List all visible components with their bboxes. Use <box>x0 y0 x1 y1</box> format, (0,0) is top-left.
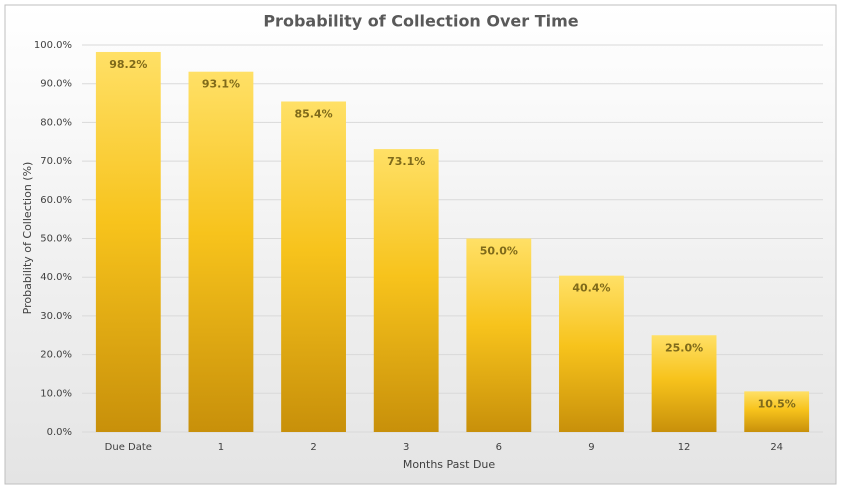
y-tick-label: 20.0% <box>40 350 72 361</box>
x-tick-label: 1 <box>218 442 224 453</box>
y-tick-label: 10.0% <box>40 388 72 399</box>
y-tick-label: 0.0% <box>47 427 72 438</box>
x-tick-label: 2 <box>310 442 316 453</box>
value-label: 40.4% <box>572 282 610 295</box>
bar <box>281 101 346 432</box>
y-tick-label: 60.0% <box>40 195 72 206</box>
y-tick-label: 90.0% <box>40 79 72 90</box>
bar <box>651 335 717 432</box>
bar <box>188 71 254 432</box>
x-tick-label: Due Date <box>105 442 152 453</box>
x-axis-title: Months Past Due <box>403 458 496 471</box>
value-label: 73.1% <box>387 155 425 168</box>
bar <box>373 149 439 432</box>
x-tick-label: 3 <box>403 442 409 453</box>
value-label: 93.1% <box>202 78 240 91</box>
y-tick-label: 30.0% <box>40 311 72 322</box>
value-label: 85.4% <box>294 108 332 121</box>
y-tick-label: 80.0% <box>40 117 72 128</box>
x-tick-label: 12 <box>678 442 691 453</box>
y-tick-label: 70.0% <box>40 156 72 167</box>
value-label: 10.5% <box>758 397 796 410</box>
chart-title: Probability of Collection Over Time <box>263 12 578 31</box>
bar <box>466 238 532 432</box>
x-tick-label: 24 <box>770 442 783 453</box>
y-tick-label: 50.0% <box>40 234 72 245</box>
value-label: 50.0% <box>480 245 518 258</box>
y-axis-title: Probability of Collection (%) <box>21 162 34 315</box>
x-tick-label: 6 <box>496 442 502 453</box>
bar <box>744 391 810 432</box>
y-tick-label: 100.0% <box>34 40 72 51</box>
bar <box>559 275 624 432</box>
x-tick-label: 9 <box>588 442 594 453</box>
bar <box>95 51 161 432</box>
y-tick-label: 40.0% <box>40 272 72 283</box>
value-label: 98.2% <box>109 58 147 71</box>
value-label: 25.0% <box>665 341 703 354</box>
